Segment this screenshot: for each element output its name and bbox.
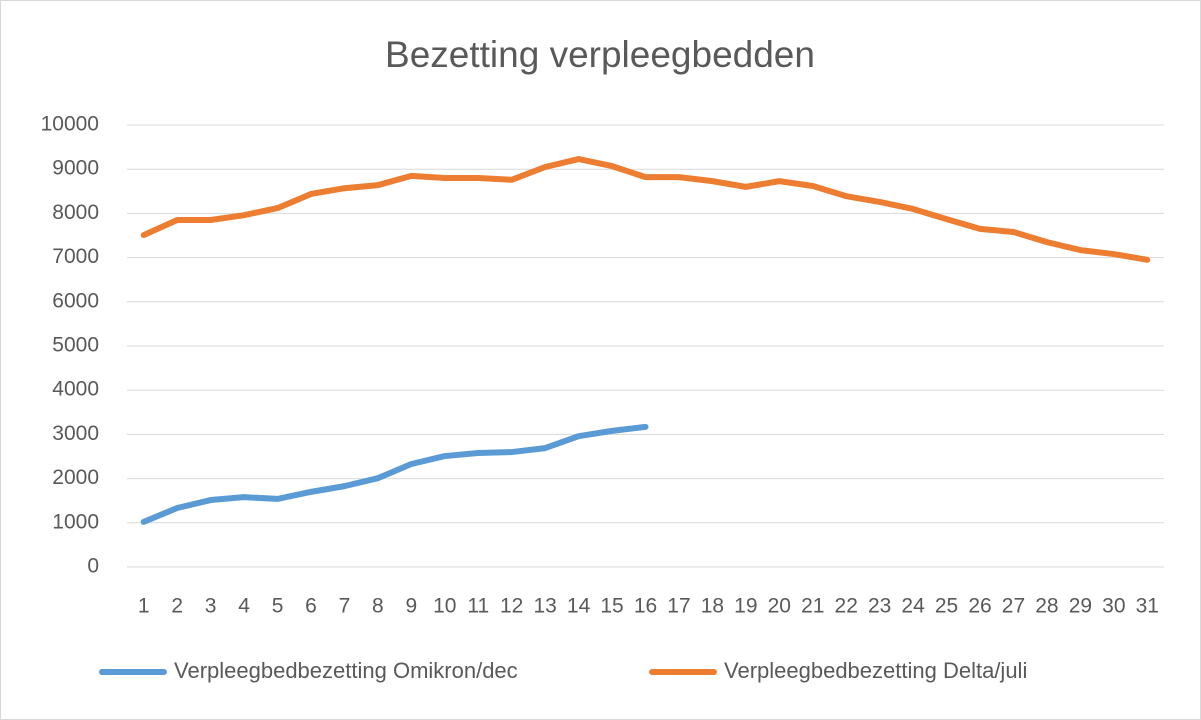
x-tick-label: 31 xyxy=(1136,595,1159,618)
x-tick-label: 6 xyxy=(305,595,317,618)
x-tick-label: 22 xyxy=(835,595,858,618)
series-line xyxy=(140,423,649,525)
x-tick-label: 17 xyxy=(667,595,690,618)
x-tick-label: 24 xyxy=(901,595,925,618)
x-tick-label: 27 xyxy=(1002,595,1025,618)
x-tick-label: 10 xyxy=(433,595,456,618)
y-tick-label: 10000 xyxy=(41,113,99,136)
x-tick-label: 3 xyxy=(205,595,217,618)
x-tick-label: 8 xyxy=(372,595,384,618)
y-tick-label: 0 xyxy=(87,555,99,578)
x-tick-label: 2 xyxy=(171,595,183,618)
y-tick-label: 7000 xyxy=(52,245,99,268)
x-tick-label: 11 xyxy=(467,595,489,618)
y-tick-label: 5000 xyxy=(52,334,99,357)
x-tick-label: 14 xyxy=(567,595,591,618)
y-tick-label: 9000 xyxy=(52,157,99,180)
y-tick-label: 2000 xyxy=(52,466,99,489)
y-tick-label: 6000 xyxy=(52,289,99,312)
y-tick-label: 3000 xyxy=(52,422,99,445)
x-tick-label: 1 xyxy=(138,595,150,618)
x-tick-label: 29 xyxy=(1069,595,1092,618)
x-tick-label: 19 xyxy=(734,595,757,618)
x-tick-label: 28 xyxy=(1035,595,1058,618)
x-tick-label: 15 xyxy=(600,595,623,618)
x-tick-label: 12 xyxy=(500,595,523,618)
chart-title: Bezetting verpleegbedden xyxy=(385,34,815,75)
y-tick-label: 4000 xyxy=(52,378,99,401)
x-tick-label: 25 xyxy=(935,595,958,618)
x-tick-label: 4 xyxy=(238,595,250,618)
x-tick-label: 7 xyxy=(339,595,351,618)
x-tick-label: 16 xyxy=(634,595,657,618)
y-tick-label: 8000 xyxy=(52,201,99,224)
x-tick-label: 20 xyxy=(768,595,791,618)
x-tick-label: 9 xyxy=(405,595,417,618)
x-tick-label: 18 xyxy=(701,595,724,618)
x-tick-label: 5 xyxy=(272,595,284,618)
legend-label: Verpleegbedbezetting Delta/juli xyxy=(724,658,1027,683)
legend-label: Verpleegbedbezetting Omikron/dec xyxy=(174,658,518,683)
x-tick-label: 30 xyxy=(1102,595,1125,618)
x-tick-label: 26 xyxy=(968,595,991,618)
series-line xyxy=(140,156,1151,263)
x-tick-label: 13 xyxy=(533,595,556,618)
y-tick-label: 1000 xyxy=(52,510,99,533)
x-tick-label: 23 xyxy=(868,595,891,618)
x-tick-label: 21 xyxy=(801,595,824,618)
